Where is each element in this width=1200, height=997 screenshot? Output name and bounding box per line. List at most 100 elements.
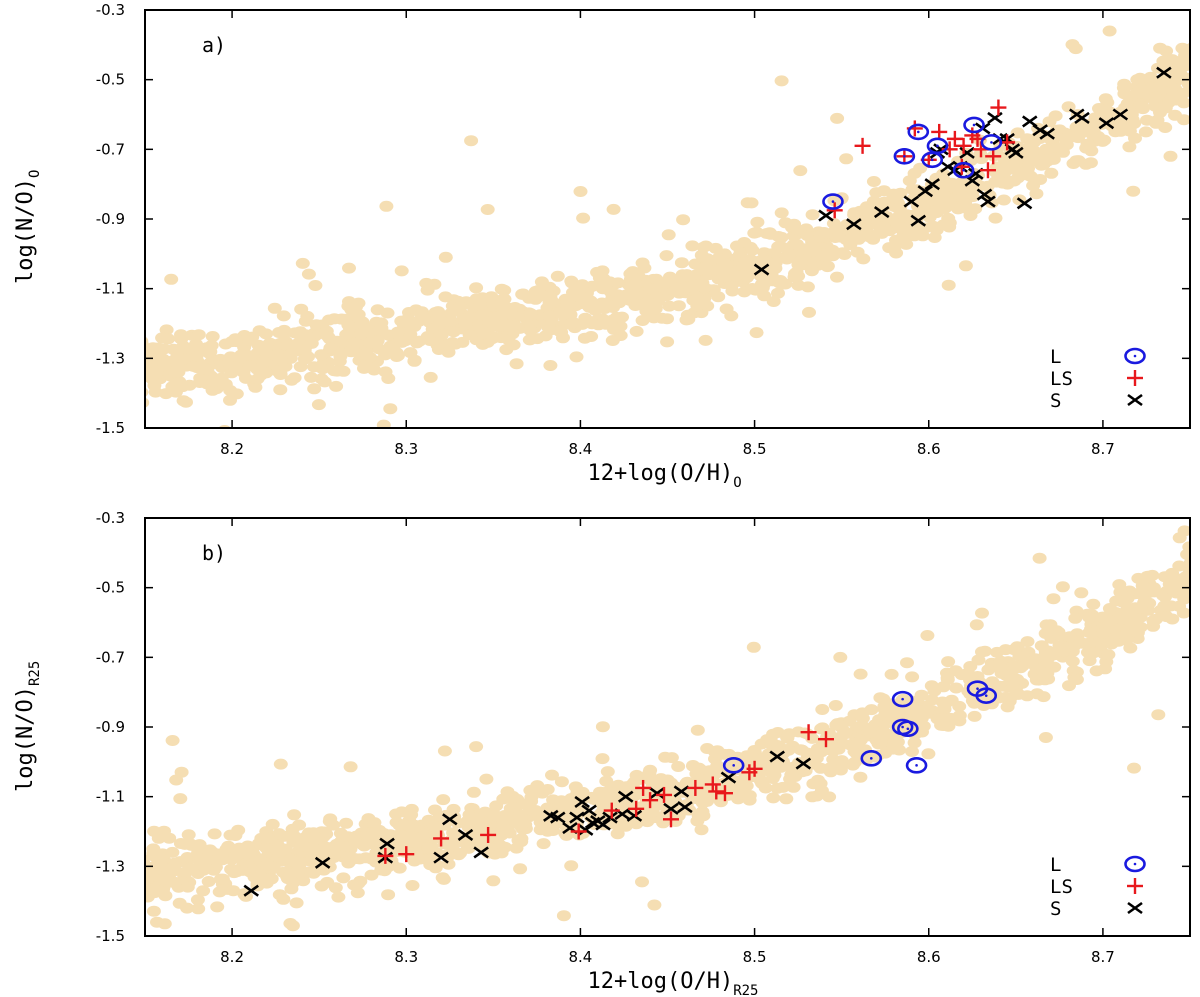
data-point-s [1112, 108, 1129, 121]
background-point [147, 825, 162, 837]
background-point [1138, 126, 1153, 138]
background-point [565, 317, 580, 329]
background-point [1048, 110, 1063, 122]
background-point [264, 873, 279, 885]
background-point [180, 881, 195, 893]
background-point [805, 209, 820, 221]
background-point [297, 353, 312, 365]
background-point [474, 309, 489, 321]
background-point [578, 296, 593, 308]
background-point [771, 231, 786, 242]
background-point [314, 349, 329, 361]
background-point [287, 809, 302, 821]
background-point [174, 329, 188, 341]
panel-a: 8.2 8.3 8.4 8.5 8.6 8.7 -0.3 -0.5 -0.7 -0.9 -1.1 -1… [13, 1, 1191, 491]
background-point [124, 380, 138, 391]
background-point [288, 831, 303, 843]
background-point [642, 283, 657, 295]
data-point-s [473, 846, 489, 859]
data-point-s [550, 811, 566, 824]
background-point [342, 262, 356, 274]
background-point [855, 707, 870, 719]
background-point [980, 180, 995, 192]
background-point [475, 292, 490, 304]
background-point [1000, 701, 1015, 713]
background-point [541, 321, 556, 333]
background-point [1183, 558, 1190, 570]
background-point [1123, 642, 1138, 654]
background-point [1010, 127, 1025, 139]
background-point [1010, 673, 1025, 685]
background-point [1082, 627, 1097, 639]
data-point-l [905, 757, 928, 774]
background-point [348, 837, 363, 849]
background-point [853, 668, 868, 680]
background-point [223, 394, 237, 406]
background-point [599, 793, 614, 805]
background-point [942, 221, 957, 233]
background-point [182, 379, 197, 391]
plot-frame-b [144, 517, 1191, 937]
data-point-ls [570, 823, 587, 840]
background-point [1195, 563, 1200, 574]
data-point-l [860, 750, 883, 767]
background-point [278, 360, 293, 372]
background-point [320, 876, 335, 888]
data-point-s [457, 828, 474, 842]
background-point [1117, 78, 1132, 90]
background-point [446, 326, 461, 338]
background-point [151, 857, 166, 869]
background-point [1032, 552, 1047, 564]
background-point [671, 761, 686, 772]
background-point [925, 208, 940, 219]
data-point-s [243, 884, 259, 897]
background-point [771, 287, 785, 299]
background-point [806, 778, 821, 790]
background-point [466, 786, 481, 798]
background-point [125, 371, 139, 382]
background-point [1151, 709, 1166, 721]
background-point [749, 327, 764, 339]
background-point [595, 265, 610, 277]
data-point-ls [708, 783, 725, 800]
background-point [585, 318, 599, 330]
x-tick-label: 8.5 [743, 440, 767, 458]
background-point [131, 885, 145, 896]
y-tick-label: -0.3 [96, 1, 125, 19]
data-point-s [1008, 146, 1024, 159]
background-point [298, 315, 313, 327]
background-point [920, 630, 935, 641]
background-point [239, 890, 253, 902]
background-point [1185, 42, 1190, 54]
background-point [340, 328, 355, 340]
background-point [218, 378, 233, 390]
background-point [1120, 603, 1135, 615]
data-point-s [917, 185, 934, 198]
data-point-l [907, 123, 930, 141]
background-point [779, 253, 794, 265]
y-tick-label: -0.7 [96, 648, 125, 666]
background-point [856, 253, 871, 265]
background-point [272, 828, 287, 840]
background-point [830, 271, 844, 283]
background-point [409, 337, 424, 349]
background-point [766, 792, 781, 804]
background-point [1091, 131, 1106, 142]
background-point [600, 766, 615, 778]
background-point [994, 165, 1009, 177]
background-point [900, 657, 914, 669]
background-point [146, 342, 160, 354]
background-point [248, 381, 263, 393]
background-point [837, 728, 852, 739]
background-point [227, 864, 242, 876]
background-point [129, 879, 143, 890]
background-point [1082, 612, 1097, 624]
background-point [629, 769, 644, 781]
background-point [779, 793, 794, 805]
background-point [267, 302, 282, 314]
legend-label: L [1050, 854, 1061, 876]
background-point [841, 225, 856, 237]
data-point-s [980, 195, 996, 208]
background-point [641, 296, 655, 308]
